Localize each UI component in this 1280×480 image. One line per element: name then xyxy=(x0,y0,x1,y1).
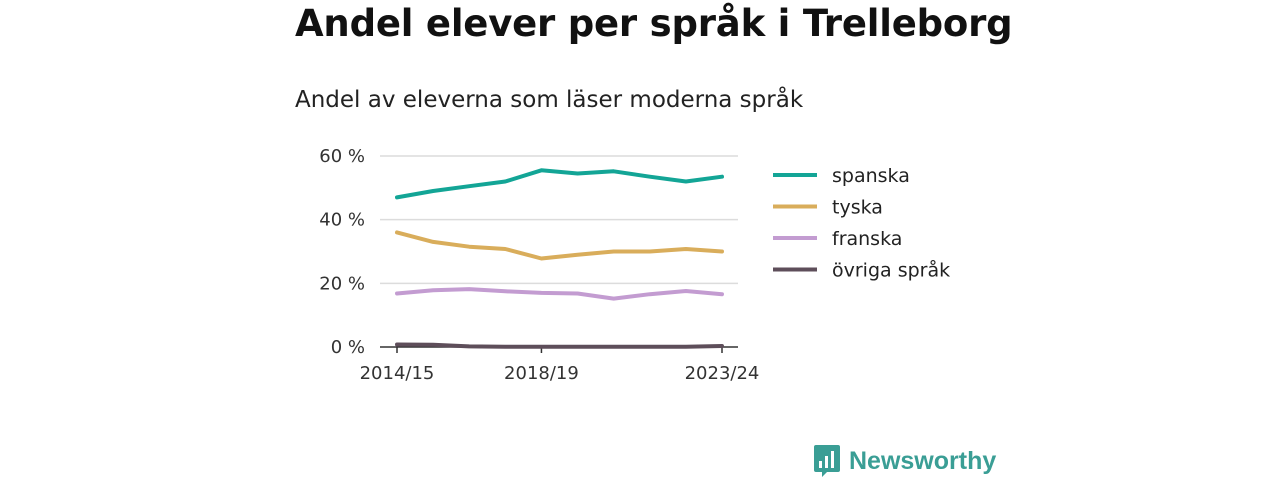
x-tick-label: 2014/15 xyxy=(360,363,435,384)
legend-item: spanska xyxy=(832,165,910,187)
legend-item: övriga språk xyxy=(832,259,950,282)
series-line-tyska xyxy=(395,230,724,261)
y-tick-label: 0 % xyxy=(331,337,365,358)
series-lines xyxy=(395,168,724,349)
grid-lines xyxy=(380,155,738,285)
legend: spanska tyska franska övriga språk xyxy=(773,165,950,282)
x-axis: 2014/15 2018/19 2023/24 xyxy=(360,346,760,384)
series-line-övriga-språk xyxy=(395,342,724,349)
y-tick-label: 60 % xyxy=(319,146,365,167)
y-axis: 0 % 20 % 40 % 60 % xyxy=(319,146,365,358)
legend-item: tyska xyxy=(832,197,883,219)
series-line-spanska xyxy=(395,168,724,200)
y-tick-label: 40 % xyxy=(319,210,365,231)
chart-title: Andel elever per språk i Trelleborg xyxy=(295,2,1013,45)
chart-subtitle: Andel av eleverna som läser moderna språ… xyxy=(295,87,804,113)
newsworthy-logo: Newsworthy xyxy=(813,444,996,478)
brand-name: Newsworthy xyxy=(849,446,997,475)
legend-item: franska xyxy=(832,228,902,250)
newsworthy-logo-icon xyxy=(814,445,840,477)
x-tick-label: 2018/19 xyxy=(504,363,579,384)
series-line-franska xyxy=(395,287,724,301)
y-tick-label: 20 % xyxy=(319,273,365,294)
x-tick-label: 2023/24 xyxy=(685,363,760,384)
